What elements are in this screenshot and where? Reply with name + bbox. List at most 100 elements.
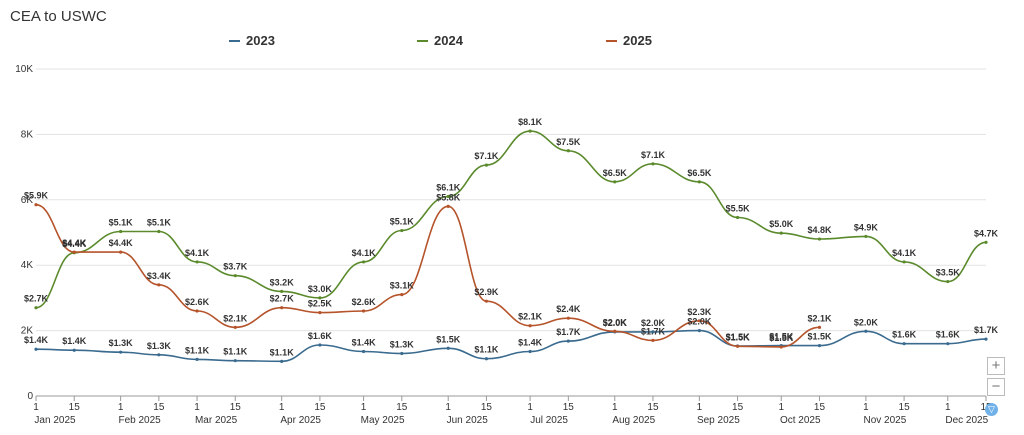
x-month-label: Jan 2025: [34, 415, 76, 426]
data-label-2025: $2.6K: [185, 297, 210, 307]
data-label-2025: $2.9K: [474, 287, 499, 297]
x-tick-label: 1: [118, 402, 124, 413]
x-tick-label: 15: [647, 402, 659, 413]
series-2025: [34, 203, 822, 349]
data-label-2025: $2.7K: [270, 294, 295, 304]
x-month-label: Jun 2025: [447, 415, 489, 426]
data-label-2025: $5.8K: [436, 192, 461, 202]
data-label-2023: $2.0K: [687, 317, 712, 327]
data-point-2025: [233, 325, 237, 329]
data-point-2023: [864, 329, 868, 333]
y-tick-label: 4K: [21, 260, 34, 271]
data-point-2025: [318, 311, 322, 315]
x-tick-label: 1: [279, 402, 285, 413]
data-point-2025: [817, 325, 822, 329]
data-point-2023: [902, 342, 906, 346]
legend-swatch-2025: [606, 39, 617, 42]
data-label-2023: $2.0K: [641, 318, 666, 328]
data-point-2025: [446, 204, 450, 208]
x-tick-label: 15: [481, 402, 493, 413]
legend-item-2024[interactable]: 2024: [417, 33, 463, 48]
zoom-out-button[interactable]: −: [987, 378, 1005, 396]
x-tick-label: 1: [194, 402, 200, 413]
data-point-2025: [779, 345, 783, 349]
x-tick-label: 15: [69, 402, 81, 413]
data-label-2024: $4.1K: [892, 248, 917, 258]
data-label-2023: $1.6K: [936, 330, 961, 340]
legend-label-2024: 2024: [434, 33, 463, 48]
data-label-2024: $3.5K: [936, 268, 961, 278]
data-label-2023: $1.5K: [436, 334, 461, 344]
data-label-2024: $5.0K: [769, 219, 794, 229]
data-label-2023: $1.4K: [352, 338, 377, 348]
data-point-2023: [984, 337, 988, 341]
x-tick-label: 15: [899, 402, 911, 413]
x-tick-label: 15: [314, 402, 326, 413]
data-point-2024: [984, 240, 988, 244]
data-label-2025: $2.3K: [687, 307, 712, 317]
data-point-2025: [195, 309, 199, 313]
data-point-2024: [613, 180, 617, 184]
reset-zoom-button[interactable]: ▽: [985, 403, 998, 416]
data-label-2023: $1.3K: [109, 338, 134, 348]
legend-item-2023[interactable]: 2023: [229, 33, 275, 48]
data-point-2025: [400, 293, 404, 297]
data-label-2025: $2.1K: [807, 313, 832, 323]
data-label-2023: $2.0K: [603, 318, 628, 328]
data-point-2023: [400, 351, 404, 356]
x-tick-label: 15: [153, 402, 165, 413]
x-tick-label: 1: [527, 402, 533, 413]
x-month-label: Sep 2025: [697, 415, 740, 426]
data-label-2024: $7.1K: [474, 151, 499, 161]
series-line-2023: [35, 329, 987, 363]
x-tick-label: 15: [563, 402, 575, 413]
data-label-2024: $6.5K: [603, 168, 628, 178]
x-tick-label: 1: [445, 402, 451, 413]
data-label-2025: $3.4K: [147, 271, 172, 281]
x-month-label: Dec 2025: [945, 415, 988, 426]
data-label-2023: $1.4K: [62, 336, 87, 346]
data-label-2023: $2.0K: [854, 317, 879, 327]
data-point-2024: [817, 237, 822, 241]
legend-item-2025[interactable]: 2025: [606, 33, 652, 48]
data-label-2023: $1.7K: [556, 327, 581, 337]
data-point-2023: [119, 350, 123, 354]
data-label-2023: $1.1K: [185, 345, 210, 355]
series-line-2024: [35, 130, 987, 309]
data-label-2023: $1.5K: [769, 332, 794, 342]
data-label-2024: $3.0K: [308, 284, 333, 294]
data-point-2023: [72, 348, 76, 352]
x-tick-label: 15: [230, 402, 242, 413]
data-label-2024: $7.1K: [641, 150, 666, 160]
y-tick-label: 10K: [15, 64, 33, 75]
data-label-2025: $5.9K: [24, 191, 49, 201]
zoom-in-button[interactable]: +: [987, 357, 1005, 375]
x-tick-label: 1: [778, 402, 784, 413]
data-point-2023: [195, 357, 199, 361]
x-month-label: May 2025: [361, 415, 405, 426]
data-point-2023: [817, 344, 822, 348]
legend-swatch-2023: [229, 39, 240, 42]
data-point-2024: [864, 234, 868, 239]
data-point-2024: [318, 296, 322, 300]
x-tick-label: 1: [361, 402, 367, 413]
data-point-2023: [233, 359, 237, 363]
x-tick-label: 1: [697, 402, 703, 413]
series-2023: [34, 329, 988, 363]
data-point-2023: [446, 346, 450, 350]
x-tick-label: 15: [732, 402, 744, 413]
data-point-2024: [34, 306, 38, 310]
data-label-2023: $1.7K: [974, 325, 999, 335]
x-tick-label: 1: [612, 402, 618, 413]
x-month-label: Feb 2025: [118, 415, 161, 426]
data-label-2023: $1.6K: [308, 331, 333, 341]
data-point-2024: [697, 180, 701, 184]
chart-title: CEA to USWC: [10, 8, 107, 25]
data-point-2024: [446, 194, 450, 199]
data-point-2025: [566, 316, 570, 320]
data-label-2023: $1.1K: [474, 345, 499, 355]
data-label-2023: $1.5K: [807, 332, 832, 342]
y-tick-label: 2K: [21, 326, 34, 337]
data-label-2023: $1.3K: [390, 339, 415, 349]
